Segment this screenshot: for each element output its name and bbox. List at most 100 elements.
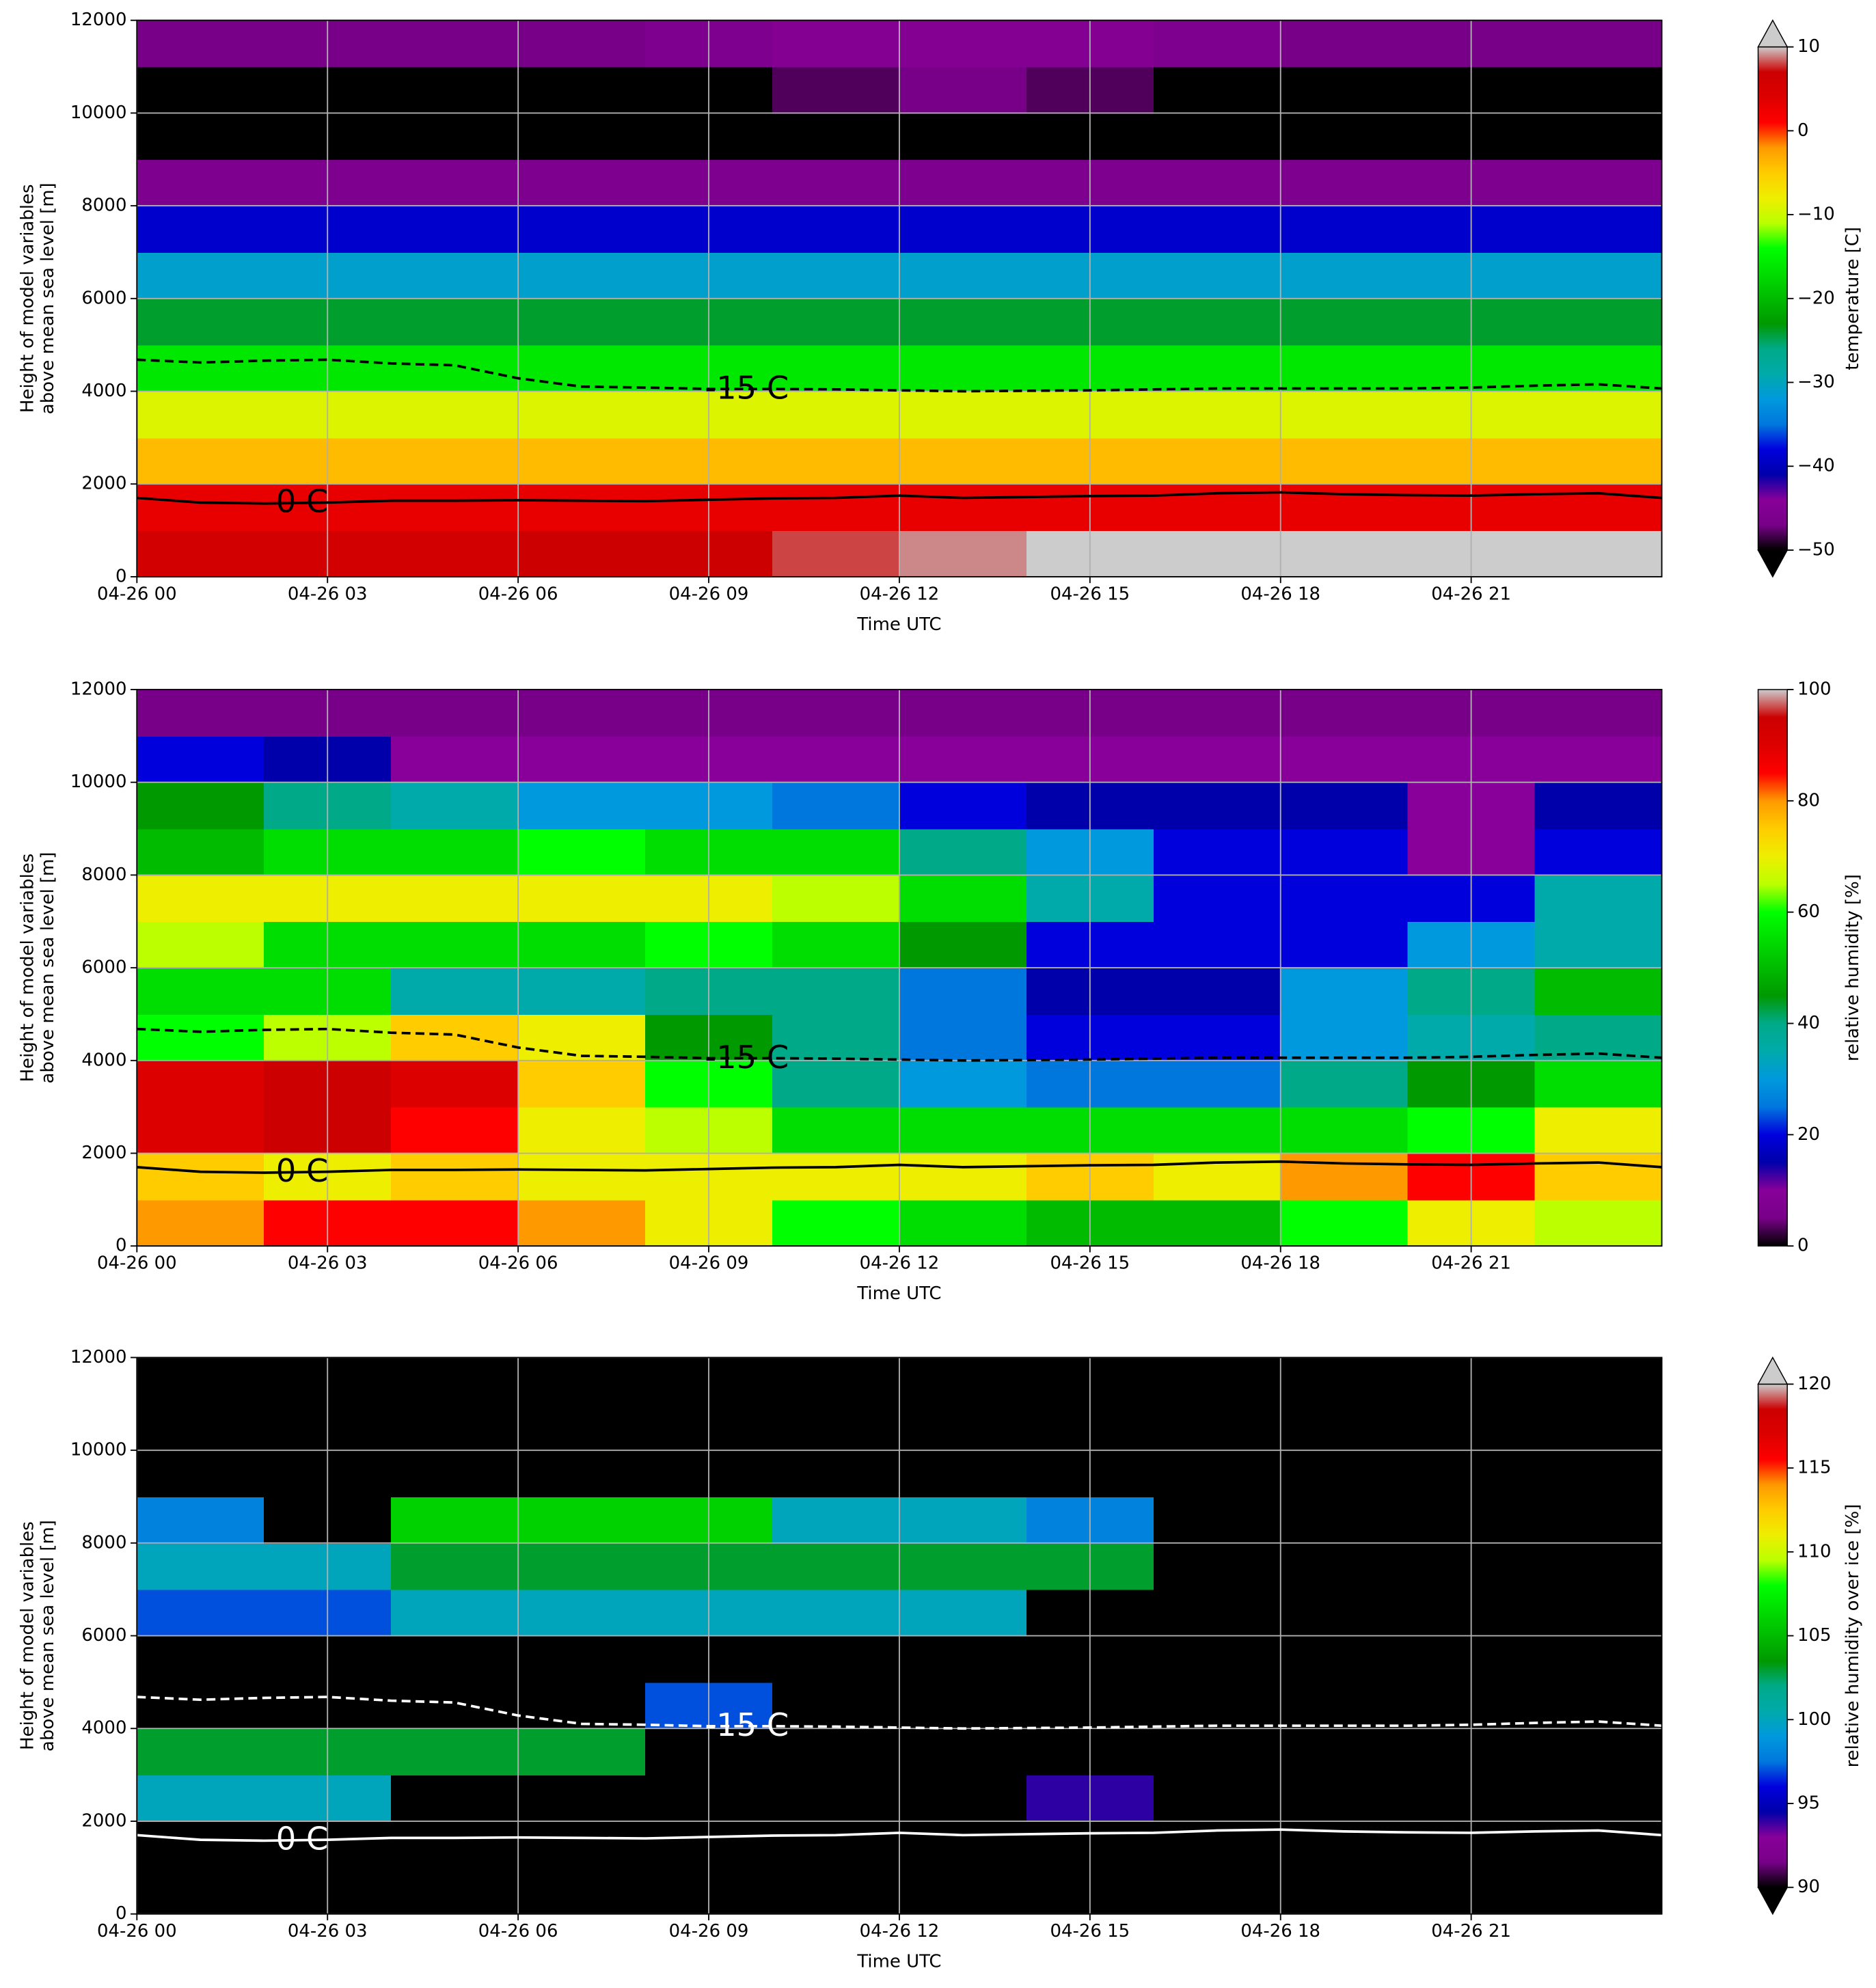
- y-tick-label: 6000: [81, 1625, 126, 1646]
- contour-label: -15 C: [705, 1706, 789, 1743]
- heatmap-cell: [1534, 1153, 1663, 1201]
- heatmap-cell: [1280, 530, 1409, 577]
- heatmap-cell: [1280, 206, 1409, 253]
- heatmap-cell: [518, 875, 646, 923]
- heatmap-cell: [518, 689, 646, 737]
- heatmap-cell: [899, 1060, 1027, 1108]
- heatmap-cell: [391, 1199, 519, 1247]
- heatmap-cell: [518, 298, 646, 346]
- heatmap-cell: [772, 968, 900, 1015]
- heatmap-cell: [137, 689, 265, 737]
- heatmap-cell: [137, 1589, 265, 1637]
- heatmap-cell: [1280, 1357, 1409, 1405]
- heatmap-cell: [899, 782, 1027, 830]
- heatmap-cell: [1280, 344, 1409, 392]
- heatmap-cell: [899, 1404, 1027, 1452]
- colorbar-tick-label: −20: [1797, 288, 1835, 308]
- heatmap-cell: [137, 391, 265, 439]
- heatmap-cell: [899, 1542, 1027, 1590]
- x-tick-label: 04-26 12: [860, 1253, 940, 1274]
- heatmap-cell: [1534, 1682, 1663, 1730]
- contour-line: [137, 1027, 1662, 1062]
- heatmap-cell: [1153, 344, 1281, 392]
- heatmap-cell: [518, 1728, 646, 1776]
- heatmap-cell: [899, 344, 1027, 392]
- colorbar-tick-label: −40: [1797, 456, 1835, 476]
- heatmap-cell: [899, 735, 1027, 783]
- heatmap-cell: [772, 1867, 900, 1915]
- heatmap-cell: [772, 1060, 900, 1108]
- y-tick-label: 6000: [81, 288, 126, 308]
- heatmap-cell: [391, 530, 519, 577]
- heatmap-cell: [1153, 1013, 1281, 1061]
- heatmap-cell: [137, 344, 265, 392]
- colorbar: [1757, 1383, 1788, 1888]
- heatmap-cell: [1534, 391, 1663, 439]
- contour-line: [137, 1828, 1662, 1842]
- heatmap-cell: [391, 1542, 519, 1590]
- heatmap-cell: [1153, 484, 1281, 531]
- colorbar-tick-label: 80: [1797, 790, 1820, 811]
- contour-line: [137, 1160, 1662, 1174]
- heatmap-cell: [899, 828, 1027, 876]
- heatmap-cell: [137, 484, 265, 531]
- y-tick-label: 8000: [81, 1532, 126, 1553]
- x-tick-label: 04-26 18: [1240, 1921, 1320, 1942]
- heatmap-cell: [1153, 1542, 1281, 1590]
- heatmap-cell: [137, 1013, 265, 1061]
- heatmap-cell: [772, 20, 900, 68]
- colorbar: [1757, 46, 1788, 551]
- heatmap-cell: [518, 113, 646, 161]
- heatmap-cell: [1280, 1542, 1409, 1590]
- heatmap-cell: [772, 391, 900, 439]
- heatmap-cell: [137, 1867, 265, 1915]
- heatmap-cell: [1153, 437, 1281, 485]
- heatmap-cell: [137, 66, 265, 114]
- heatmap-cell: [391, 251, 519, 299]
- y-tick-label: 0: [115, 1236, 127, 1256]
- y-tick-label: 4000: [81, 381, 126, 401]
- heatmap-cell: [1153, 1199, 1281, 1247]
- heatmap-cell: [1534, 1060, 1663, 1108]
- heatmap-cell: [899, 1682, 1027, 1730]
- heatmap-cell: [772, 921, 900, 969]
- colorbar-tick-label: 90: [1797, 1877, 1820, 1897]
- heatmap-cell: [1153, 875, 1281, 923]
- heatmap-cell: [1280, 437, 1409, 485]
- heatmap-cell: [899, 66, 1027, 114]
- heatmap-cell: [137, 530, 265, 577]
- heatmap-cell: [391, 1013, 519, 1061]
- heatmap-cell: [1153, 1728, 1281, 1776]
- heatmap-cell: [772, 344, 900, 392]
- y-tick-label: 6000: [81, 957, 126, 978]
- x-axis-label: Time UTC: [856, 614, 941, 635]
- heatmap-cell: [518, 1013, 646, 1061]
- heatmap-cell: [391, 344, 519, 392]
- heatmap-cell: [518, 1635, 646, 1683]
- heatmap-cell: [1153, 1589, 1281, 1637]
- y-tick-label: 12000: [70, 679, 127, 699]
- heatmap-cell: [137, 1450, 265, 1497]
- heatmap-cell: [1280, 1635, 1409, 1683]
- heatmap-cell: [1534, 828, 1663, 876]
- heatmap-cell: [772, 1775, 900, 1822]
- x-tick-label: 04-26 06: [478, 1921, 558, 1942]
- heatmap-cell: [772, 689, 900, 737]
- x-tick-label: 04-26 03: [288, 584, 368, 604]
- heatmap-cell: [137, 159, 265, 207]
- heatmap-cell: [137, 1357, 265, 1405]
- heatmap-cell: [1534, 1496, 1663, 1544]
- colorbar-label: relative humidity [%]: [1843, 874, 1863, 1061]
- heatmap-cell: [899, 159, 1027, 207]
- colorbar: [1757, 689, 1788, 1247]
- heatmap-cell: [1534, 1404, 1663, 1452]
- heatmap-cell: [1534, 1013, 1663, 1061]
- heatmap-cell: [1280, 1404, 1409, 1452]
- heatmap-cell: [1153, 1060, 1281, 1108]
- heatmap-cell: [1153, 1153, 1281, 1201]
- heatmap-cell: [772, 735, 900, 783]
- heatmap-cell: [899, 1589, 1027, 1637]
- heatmap-cell: [899, 20, 1027, 68]
- heatmap-cell: [899, 206, 1027, 253]
